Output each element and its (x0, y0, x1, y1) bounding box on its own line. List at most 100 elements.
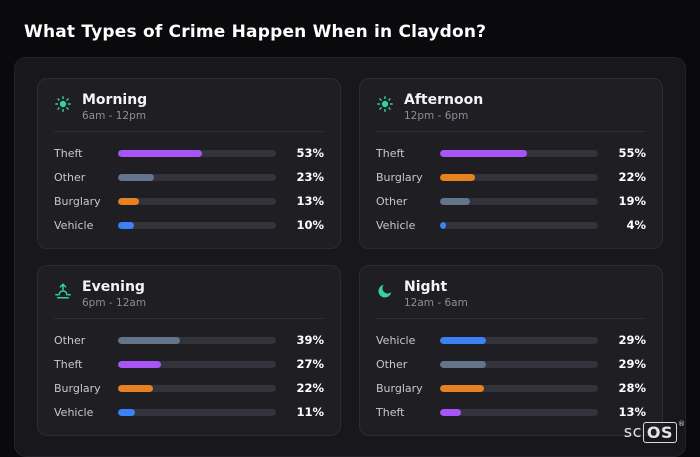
card-header: Night 12am - 6am (376, 279, 646, 320)
crime-percent: 4% (626, 218, 646, 233)
crime-rows: Vehicle 29% Other 29% Burglary 28% Theft 13% (376, 328, 646, 424)
crime-label: Other (376, 194, 408, 208)
bar-fill (440, 336, 486, 344)
card-title: Night (404, 279, 448, 296)
time-cards-grid: Morning 6am - 12pm Theft 53% Other 23% Burglar… (37, 78, 663, 437)
bar-fill (118, 360, 161, 368)
crime-row-theft: Theft 53% (54, 141, 324, 165)
bar-track (118, 221, 276, 229)
crime-label: Theft (54, 146, 83, 160)
crime-row-theft: Theft 55% (376, 141, 646, 165)
bar-track (440, 173, 598, 181)
card-subtitle: 6pm - 12am (82, 297, 147, 310)
time-card-morning: Morning 6am - 12pm Theft 53% Other 23% Burglar… (37, 78, 341, 250)
brand-prefix: sc (623, 421, 642, 441)
crime-label: Vehicle (376, 333, 416, 347)
sunset-icon (54, 279, 72, 300)
bar-fill (440, 384, 485, 392)
time-card-night: Night 12am - 6am Vehicle 29% Other 29% Burglar… (359, 265, 663, 437)
bar-fill (440, 197, 471, 205)
crime-label: Burglary (376, 170, 423, 184)
crime-percent: 55% (618, 146, 646, 161)
bar-track (440, 197, 598, 205)
crime-row-other: Other 23% (54, 165, 324, 189)
bar-track (118, 408, 276, 416)
crime-percent: 53% (296, 146, 324, 161)
brand-box: OS (642, 421, 677, 443)
crime-row-theft: Theft 27% (54, 352, 324, 376)
crime-label: Vehicle (376, 218, 416, 232)
card-header-text: Evening 6pm - 12am (82, 279, 146, 309)
crime-percent: 22% (618, 170, 646, 185)
bar-fill (118, 149, 202, 157)
crime-row-burglary: Burglary 22% (376, 165, 646, 189)
bar-track (440, 360, 598, 368)
page-title: What Types of Crime Happen When in Clayd… (24, 22, 487, 42)
bar-fill (440, 173, 475, 181)
card-subtitle: 12pm - 6pm (404, 110, 469, 123)
crime-label: Burglary (54, 194, 101, 208)
card-title: Evening (82, 279, 145, 296)
crime-label: Other (54, 333, 86, 347)
crime-percent: 11% (296, 405, 324, 420)
crime-percent: 22% (296, 381, 324, 396)
crime-percent: 10% (296, 218, 324, 233)
bar-fill (440, 221, 447, 229)
crime-percent: 23% (296, 170, 324, 185)
moon-icon (376, 279, 394, 300)
bar-fill (118, 221, 134, 229)
bar-track (440, 149, 598, 157)
bar-track (118, 336, 276, 344)
crime-label: Other (54, 170, 86, 184)
crime-percent: 13% (296, 194, 324, 209)
crime-label: Other (376, 357, 408, 371)
crime-row-other: Other 29% (376, 352, 646, 376)
crime-row-burglary: Burglary 28% (376, 376, 646, 400)
registered-mark: ® (678, 419, 685, 428)
crime-percent: 29% (618, 357, 646, 372)
bar-track (440, 336, 598, 344)
card-title: Afternoon (404, 92, 484, 108)
crime-label: Burglary (376, 381, 423, 395)
card-subtitle: 12am - 6am (404, 297, 468, 310)
crime-percent: 29% (618, 333, 646, 348)
crime-label: Theft (54, 357, 83, 371)
bar-track (440, 221, 598, 229)
card-header: Afternoon 12pm - 6pm (376, 92, 646, 133)
bar-fill (118, 384, 153, 392)
crime-row-vehicle: Vehicle 10% (54, 213, 324, 237)
scos-logo: sc OS ® (623, 419, 685, 443)
crime-row-burglary: Burglary 22% (54, 376, 324, 400)
crime-row-vehicle: Vehicle 4% (376, 213, 646, 237)
sun-icon (376, 92, 394, 113)
bar-fill (118, 197, 139, 205)
crime-row-theft: Theft 13% (376, 400, 646, 424)
crime-rows: Theft 55% Burglary 22% Other 19% Vehicle 4% (376, 141, 646, 237)
bar-fill (440, 408, 461, 416)
crime-dashboard-panel: Morning 6am - 12pm Theft 53% Other 23% Burglar… (14, 57, 686, 457)
crime-row-other: Other 39% (54, 328, 324, 352)
crime-label: Vehicle (54, 218, 94, 232)
card-subtitle: 6am - 12pm (82, 110, 147, 123)
crime-row-other: Other 19% (376, 189, 646, 213)
crime-percent: 19% (618, 194, 646, 209)
bar-track (118, 360, 276, 368)
crime-label: Theft (376, 146, 405, 160)
bar-fill (440, 149, 527, 157)
crime-percent: 13% (618, 405, 646, 420)
crime-percent: 28% (618, 381, 646, 396)
bar-fill (440, 360, 486, 368)
crime-label: Burglary (54, 381, 101, 395)
crime-label: Theft (376, 405, 405, 419)
time-card-evening: Evening 6pm - 12am Other 39% Theft 27% Burglar… (37, 265, 341, 437)
crime-row-vehicle: Vehicle 29% (376, 328, 646, 352)
bar-fill (118, 173, 155, 181)
crime-row-burglary: Burglary 13% (54, 189, 324, 213)
card-header-text: Afternoon 12pm - 6pm (404, 92, 483, 122)
crime-rows: Theft 53% Other 23% Burglary 13% Vehicle 10% (54, 141, 324, 237)
card-header-text: Morning 6am - 12pm (82, 92, 147, 122)
card-header: Morning 6am - 12pm (54, 92, 324, 133)
crime-percent: 39% (296, 333, 324, 348)
crime-percent: 27% (296, 357, 324, 372)
bar-track (440, 384, 598, 392)
